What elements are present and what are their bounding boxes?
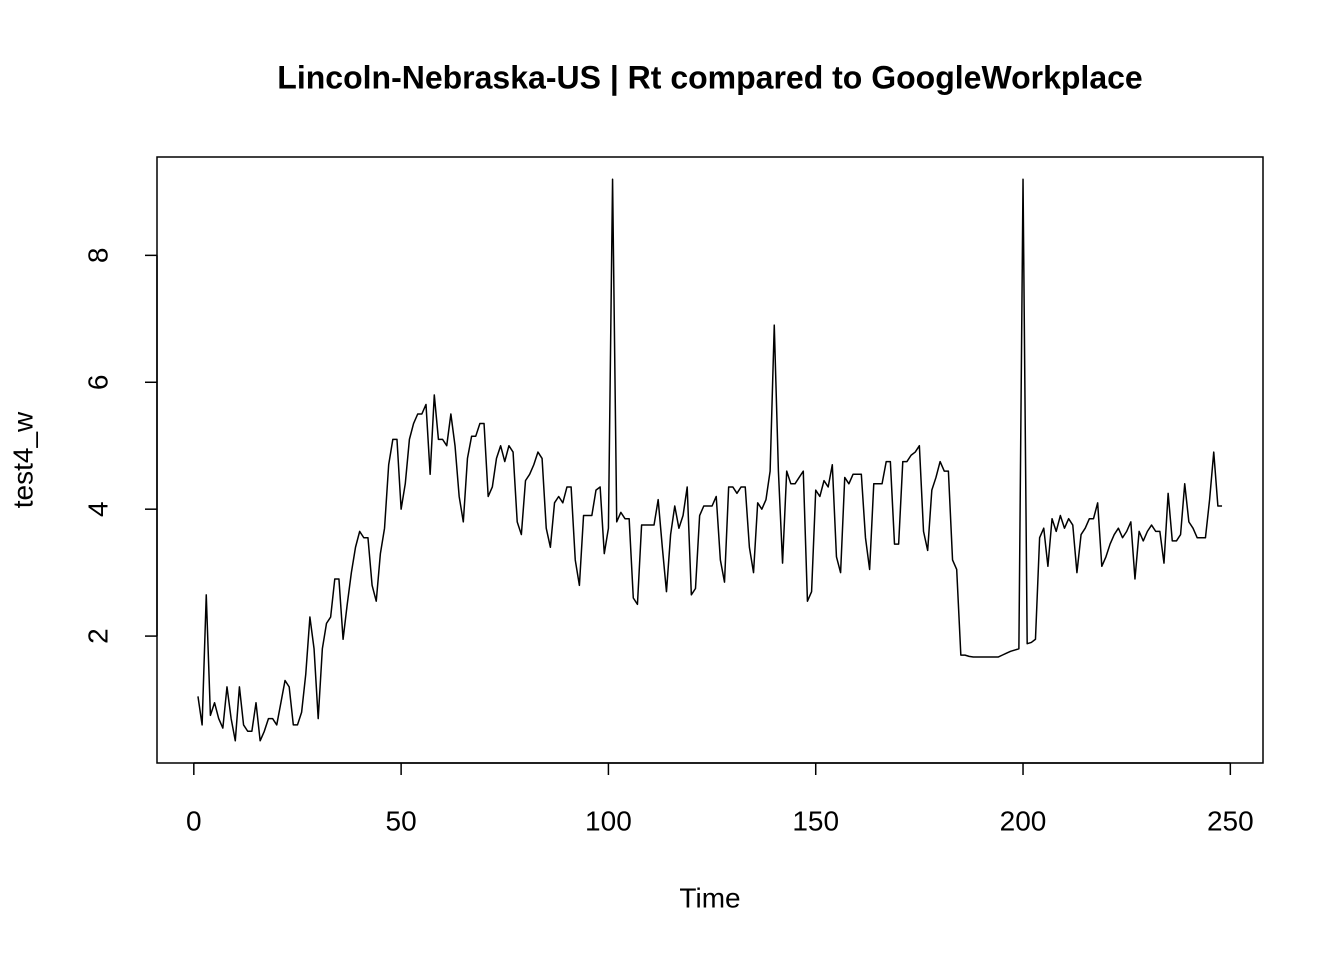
x-tick-label: 0: [186, 805, 202, 836]
x-tick-label: 250: [1207, 805, 1254, 836]
x-tick-label: 200: [1000, 805, 1047, 836]
y-axis-title: test4_w: [7, 411, 38, 508]
x-tick-label: 150: [792, 805, 839, 836]
y-tick-label: 2: [82, 628, 113, 644]
chart-title: Lincoln-Nebraska-US | Rt compared to Goo…: [277, 59, 1142, 95]
plot-box: [156, 156, 1264, 764]
y-tick-label: 6: [82, 374, 113, 390]
y-tick-label: 4: [82, 501, 113, 517]
x-tick-label: 100: [585, 805, 632, 836]
x-tick-label: 50: [386, 805, 417, 836]
y-tick-label: 8: [82, 248, 113, 264]
data-line: [197, 178, 1223, 742]
x-axis-title: Time: [679, 882, 740, 913]
